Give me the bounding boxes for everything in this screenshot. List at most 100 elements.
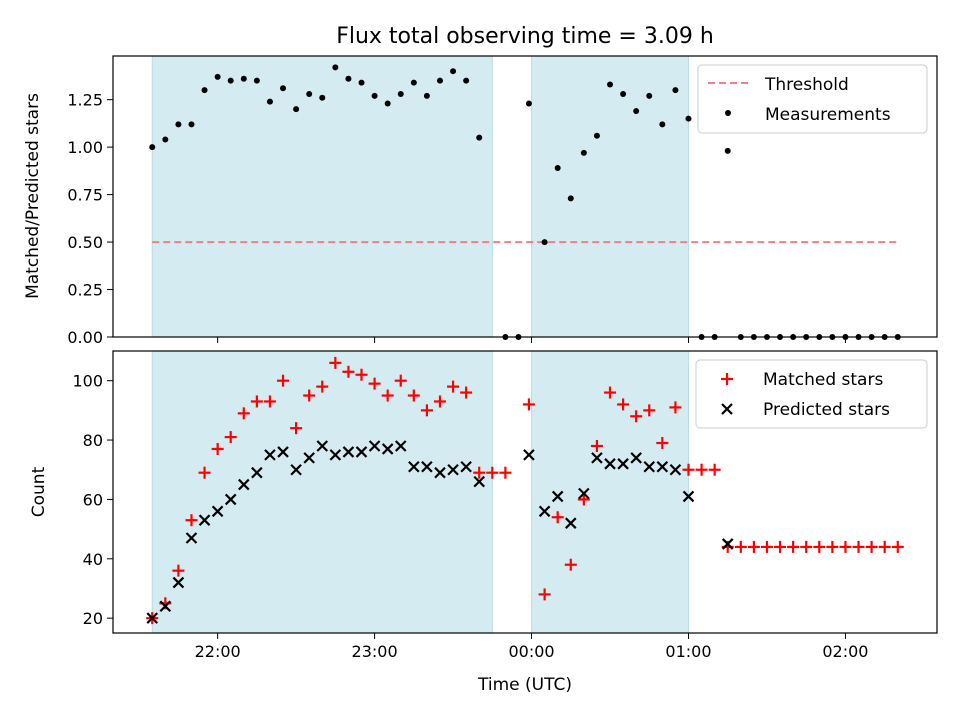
predicted-star-point [368,440,381,452]
legend-matched-label: Matched stars [763,370,883,390]
predicted-star-point [211,505,224,518]
top-shaded-regions [151,55,689,338]
predicted-star-point [264,449,276,461]
measurement-point [567,195,574,202]
matched-star-point [891,540,904,553]
top-y-tick-label: 0.25 [67,281,103,300]
x-tick-label: 00:00 [508,642,554,661]
matched-star-point [342,365,355,378]
matched-star-point [682,463,695,476]
predicted-star-point [251,466,263,479]
legend-measurements-label: Measurements [765,105,891,125]
predicted-star-point [591,452,603,464]
measurement-point [332,64,339,71]
matched-star-point [551,511,564,524]
measurement-point [463,77,470,84]
matched-star-point [263,395,276,408]
matched-star-point [813,540,826,553]
bottom-axis-ticks: 20 40 60 80 100 22:00 23:00 00:00 01:00 02:00 [72,372,868,661]
bottom-legend: Matched stars Predicted stars [695,359,928,429]
matched-star-point [250,395,263,408]
matched-star-point [695,463,708,476]
matched-star-point [787,540,800,553]
predicted-star-point [434,466,446,479]
measurement-point [319,94,326,101]
measurement-point [358,79,365,86]
matched-star-point [774,540,787,553]
measurement-point [201,87,208,94]
matched-star-point [381,389,394,402]
top-y-axis-label: Matched/Predicted stars [23,93,43,299]
matched-star-point [237,407,250,420]
predicted-star-point [460,460,472,473]
predicted-star-point [224,493,237,506]
predicted-star-point [316,440,329,452]
measurement-point [607,81,614,88]
top-axis-ticks: 0.00 0.25 0.50 0.75 1.00 1.25 [67,91,846,347]
predicted-star-point [578,487,590,500]
top-y-tick-label: 0.75 [67,186,103,205]
predicted-star-point [643,460,656,473]
bottom-axes-frame [112,350,938,634]
matched-star-point [669,401,682,414]
x-tick-label: 02:00 [822,642,868,661]
matched-star-point [577,493,590,506]
matched-star-point [656,437,669,450]
x-tick-label: 23:00 [352,642,398,661]
measurement-point [593,132,600,139]
predicted-star-point [630,452,642,464]
matched-star-point [316,380,329,393]
top-axes-frame [112,55,938,338]
top-panel: 0.00 0.25 0.50 0.75 1.00 1.25 Matched/Predict… [23,55,938,347]
bottom-series-marks [146,356,904,625]
predicted-star-point [159,600,172,613]
measurement-point [685,115,692,122]
measurement-point [525,100,532,107]
matched-star-point [852,540,865,553]
predicted-star-point [669,463,682,476]
matched-star-point [643,404,656,417]
top-y-tick-label: 0.50 [67,233,103,252]
legend-matched-swatch [721,373,733,385]
measurement-point [724,147,731,154]
predicted-star-point [551,490,564,503]
measurement-point [188,121,195,128]
measurement-point [672,87,679,94]
measurement-point [646,92,653,99]
matched-star-point [538,588,551,601]
matched-star-point [224,431,237,444]
matched-star-point [522,398,535,411]
measurement-point [436,77,443,84]
matched-star-point [433,395,446,408]
measurement-point [306,90,313,97]
measurement-point [214,73,221,80]
predicted-star-point [421,460,433,473]
x-axis-label: Time (UTC) [477,675,572,695]
legend-threshold-label: Threshold [764,75,849,95]
predicted-star-point [342,446,355,458]
matched-star-point [604,386,617,399]
predicted-star-point [355,446,368,458]
measurement-point [659,121,666,128]
bottom-y-axis-label: Count [29,466,49,517]
top-y-tick-label: 1.25 [67,91,103,110]
predicted-star-point [381,443,394,455]
predicted-star-point [473,475,486,488]
matched-star-point [172,564,185,577]
top-legend: Threshold Measurements [697,64,928,134]
bottom-panel: 20 40 60 80 100 22:00 23:00 00:00 01:00 02:00 Cou… [29,350,938,695]
predicted-star-point [523,449,535,461]
legend-predicted-label: Predicted stars [763,400,890,420]
measurement-point [293,106,300,113]
measurement-point [266,98,273,105]
bottom-y-tick-label: 20 [83,609,103,628]
matched-star-point [590,439,603,452]
matched-star-point [303,389,316,402]
matched-star-point [800,540,813,553]
predicted-star-point [172,576,185,589]
measurement-point [633,108,640,115]
matched-star-point [630,410,643,423]
matched-star-point [486,466,499,479]
predicted-star-point [394,440,407,452]
